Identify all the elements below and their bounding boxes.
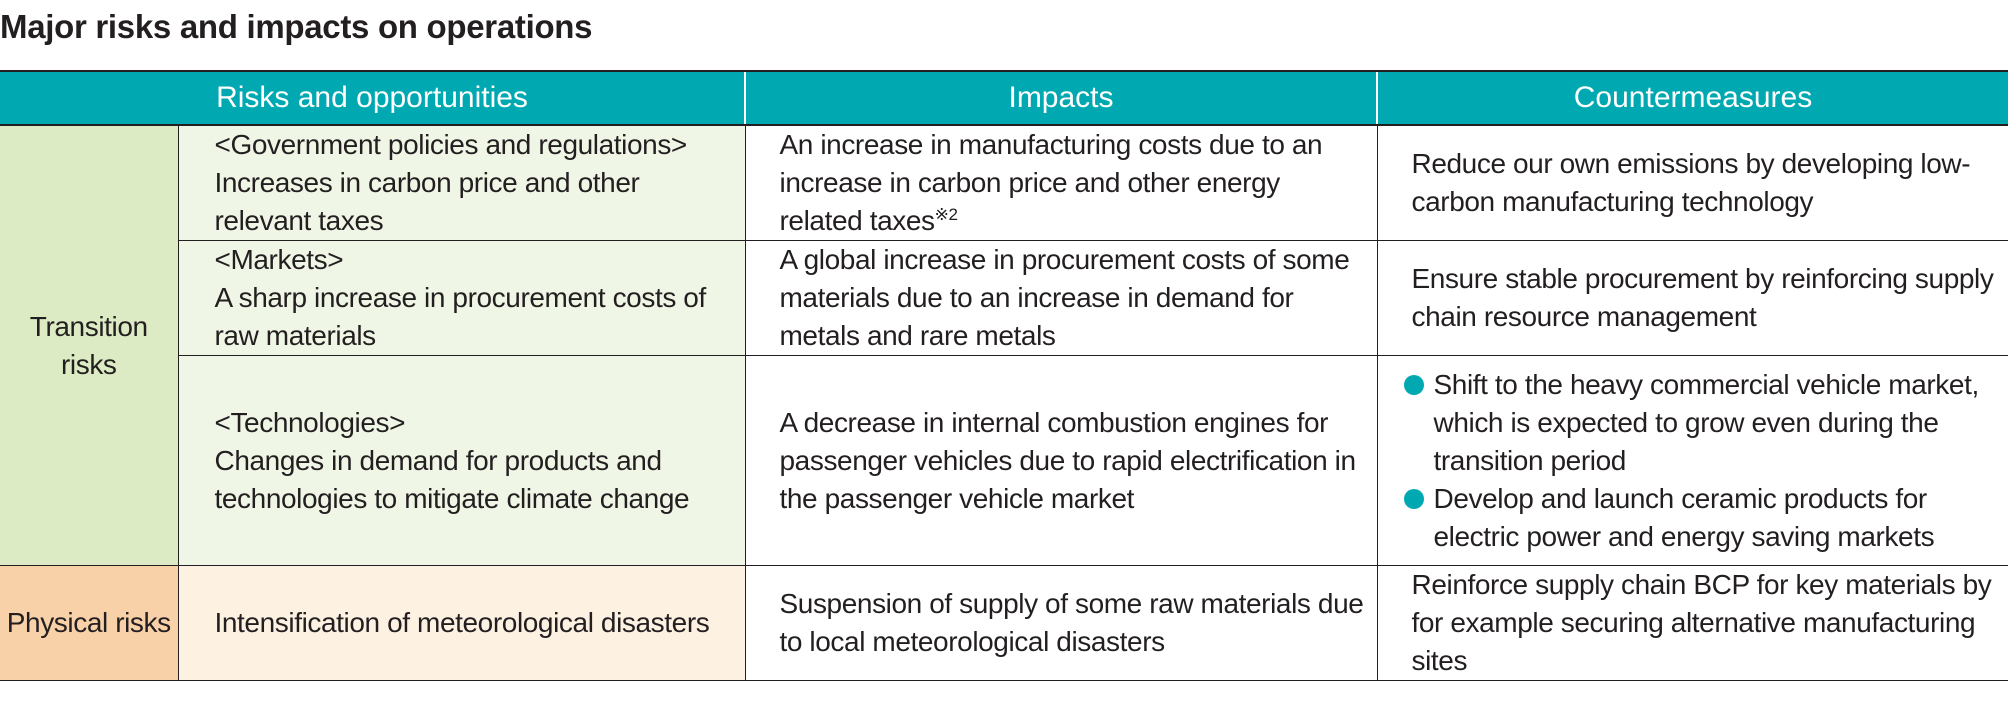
risk-cell: <Markets> A sharp increase in procuremen… xyxy=(178,240,746,356)
risk-text: A sharp increase in procurement costs of… xyxy=(214,282,707,351)
countermeasure-cell: Ensure stable procurement by reinforcing… xyxy=(1376,240,2008,356)
header-impacts: Impacts xyxy=(744,70,1377,126)
table-row: Physical risks Intensification of meteor… xyxy=(0,565,2008,681)
impact-text: A global increase in procurement costs o… xyxy=(779,244,1350,351)
countermeasure-cell: Reinforce supply chain BCP for key mater… xyxy=(1376,565,2008,681)
table-header-row: Risks and opportunities Impacts Counterm… xyxy=(0,70,2008,126)
category-transition-risks: Transition risks xyxy=(0,124,179,566)
bullet-dot-icon xyxy=(1403,374,1424,395)
category-physical-risks: Physical risks xyxy=(0,565,179,681)
impact-cell: A global increase in procurement costs o… xyxy=(744,240,1378,356)
page-title: Major risks and impacts on operations xyxy=(0,8,593,45)
impact-text: Suspension of supply of some raw materia… xyxy=(779,588,1364,657)
impact-cell: Suspension of supply of some raw materia… xyxy=(744,565,1378,681)
table-row: <Markets> A sharp increase in procuremen… xyxy=(0,240,2008,356)
header-risks: Risks and opportunities xyxy=(0,70,745,126)
risk-cell: <Government policies and regulations> In… xyxy=(177,124,746,241)
impact-cell: An increase in manufacturing costs due t… xyxy=(744,124,1378,241)
category-label: Transition risks xyxy=(29,310,148,380)
table-row: Transition risks <Government policies an… xyxy=(0,124,2008,566)
risk-heading: <Government policies and regulations> xyxy=(214,129,688,160)
countermeasure-text: Ensure stable procurement by reinforcing… xyxy=(1411,263,1994,332)
bullet-dot-icon xyxy=(1403,488,1424,509)
risk-table: Risks and opportunities Impacts Counterm… xyxy=(0,70,2008,681)
risk-text: Increases in carbon price and other rele… xyxy=(214,167,640,236)
header-countermeasures: Countermeasures xyxy=(1376,70,2008,126)
table-row: <Technologies> Changes in demand for pro… xyxy=(0,355,2008,566)
risk-heading: <Markets> xyxy=(214,244,344,275)
countermeasure-cell: Reduce our own emissions by developing l… xyxy=(1376,124,2008,241)
risk-cell: <Technologies> Changes in demand for pro… xyxy=(178,355,746,566)
countermeasure-cell: Shift to the heavy commercial vehicle ma… xyxy=(1376,355,2008,566)
risk-cell: Intensification of meteorological disast… xyxy=(177,565,746,681)
impact-text: An increase in manufacturing costs due t… xyxy=(779,129,1323,236)
countermeasure-bullet: Develop and launch ceramic products for … xyxy=(1403,480,1997,556)
risk-text: Intensification of meteorological disast… xyxy=(214,607,710,638)
countermeasure-text: Reduce our own emissions by developing l… xyxy=(1411,148,1971,217)
countermeasure-text: Shift to the heavy commercial vehicle ma… xyxy=(1433,368,1980,476)
impact-text: A decrease in internal combustion engine… xyxy=(779,406,1357,514)
category-label: Physical risks xyxy=(6,607,171,638)
risk-heading: <Technologies> xyxy=(214,406,406,438)
countermeasure-bullet: Shift to the heavy commercial vehicle ma… xyxy=(1403,366,1997,480)
countermeasure-text: Reinforce supply chain BCP for key mater… xyxy=(1411,569,1992,676)
footnote-marker: ※2 xyxy=(934,205,958,224)
impact-cell: A decrease in internal combustion engine… xyxy=(744,355,1378,566)
countermeasure-text: Develop and launch ceramic products for … xyxy=(1433,482,1935,552)
risk-text: Changes in demand for products and techn… xyxy=(214,444,690,514)
